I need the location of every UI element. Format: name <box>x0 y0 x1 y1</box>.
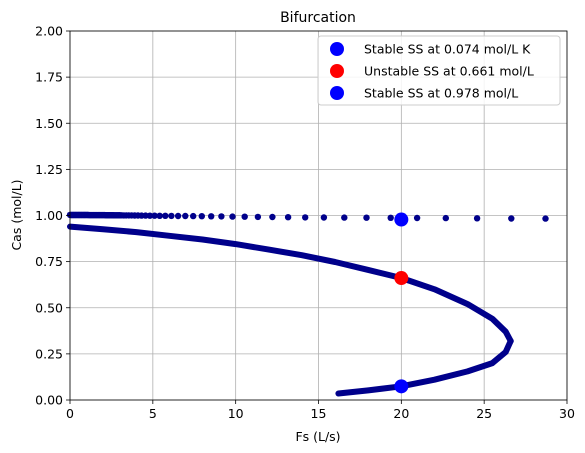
curve-point <box>146 212 154 219</box>
y-tick-label: 0.50 <box>35 300 63 315</box>
x-tick-label: 15 <box>311 406 327 421</box>
x-axis-label: Fs (L/s) <box>295 429 340 444</box>
y-tick-label: 1.50 <box>35 116 63 131</box>
x-tick-label: 30 <box>559 406 575 421</box>
curve-point <box>151 212 158 219</box>
curve-point <box>363 214 370 221</box>
x-tick-label: 25 <box>476 406 492 421</box>
curve-point <box>229 213 236 220</box>
x-tick-label: 10 <box>228 406 244 421</box>
curve-point <box>341 214 348 221</box>
curve-point <box>473 215 481 222</box>
legend-marker <box>330 64 344 78</box>
bifurcation-curve <box>66 211 549 397</box>
curve-point <box>156 212 163 219</box>
curve-point <box>190 212 197 220</box>
y-tick-label: 1.75 <box>35 70 63 85</box>
x-tick-label: 20 <box>393 406 409 421</box>
curve-point <box>168 212 175 220</box>
curve-point <box>387 214 394 221</box>
curve-middle-branch <box>67 223 514 344</box>
steady-state-point-1 <box>394 379 409 394</box>
y-axis-label: Cas (mol/L) <box>9 179 24 250</box>
legend-marker <box>330 42 344 56</box>
steady-state-markers <box>394 212 409 394</box>
curve-point <box>208 213 215 220</box>
curve-point <box>284 214 292 221</box>
steady-state-point-2 <box>394 271 409 286</box>
y-axis-ticks: 0.00 0.25 0.50 0.75 1.00 1.25 1.50 1.75 2.00 <box>35 24 70 408</box>
x-axis-ticks: 0 5 10 15 20 25 30 <box>66 400 575 421</box>
y-tick-label: 1.25 <box>35 162 63 177</box>
curve-point <box>320 214 328 221</box>
legend-entry: Stable SS at 0.074 mol/L K <box>364 42 531 57</box>
curve-point <box>254 213 262 221</box>
curve-point <box>198 213 205 220</box>
y-tick-label: 2.00 <box>35 24 63 39</box>
curve-point <box>241 213 248 220</box>
curve-upper-branch <box>66 211 549 222</box>
legend: Stable SS at 0.074 mol/L K Unstable SS at… <box>317 35 561 106</box>
y-tick-label: 1.00 <box>35 208 63 223</box>
curve-point <box>508 215 515 222</box>
curve-point <box>174 212 182 220</box>
curve-point <box>269 213 276 221</box>
curve-point <box>218 213 225 220</box>
x-tick-label: 5 <box>149 406 157 421</box>
curve-point <box>302 214 309 221</box>
chart-title: Bifurcation <box>280 10 356 26</box>
curve-point <box>413 214 421 222</box>
curve-point <box>182 212 189 220</box>
curve-point <box>162 212 169 219</box>
curve-point <box>542 215 549 222</box>
y-tick-label: 0.00 <box>35 393 63 408</box>
legend-entry: Stable SS at 0.978 mol/L <box>364 86 518 101</box>
legend-marker <box>330 86 344 100</box>
steady-state-point-3 <box>394 212 409 227</box>
y-tick-label: 0.75 <box>35 254 63 269</box>
legend-entry: Unstable SS at 0.661 mol/L <box>364 64 534 79</box>
curve-point <box>442 214 449 222</box>
curve-lower-branch <box>335 338 514 397</box>
legend-box <box>317 35 561 106</box>
y-tick-label: 0.25 <box>35 346 63 361</box>
x-tick-label: 0 <box>66 406 74 421</box>
